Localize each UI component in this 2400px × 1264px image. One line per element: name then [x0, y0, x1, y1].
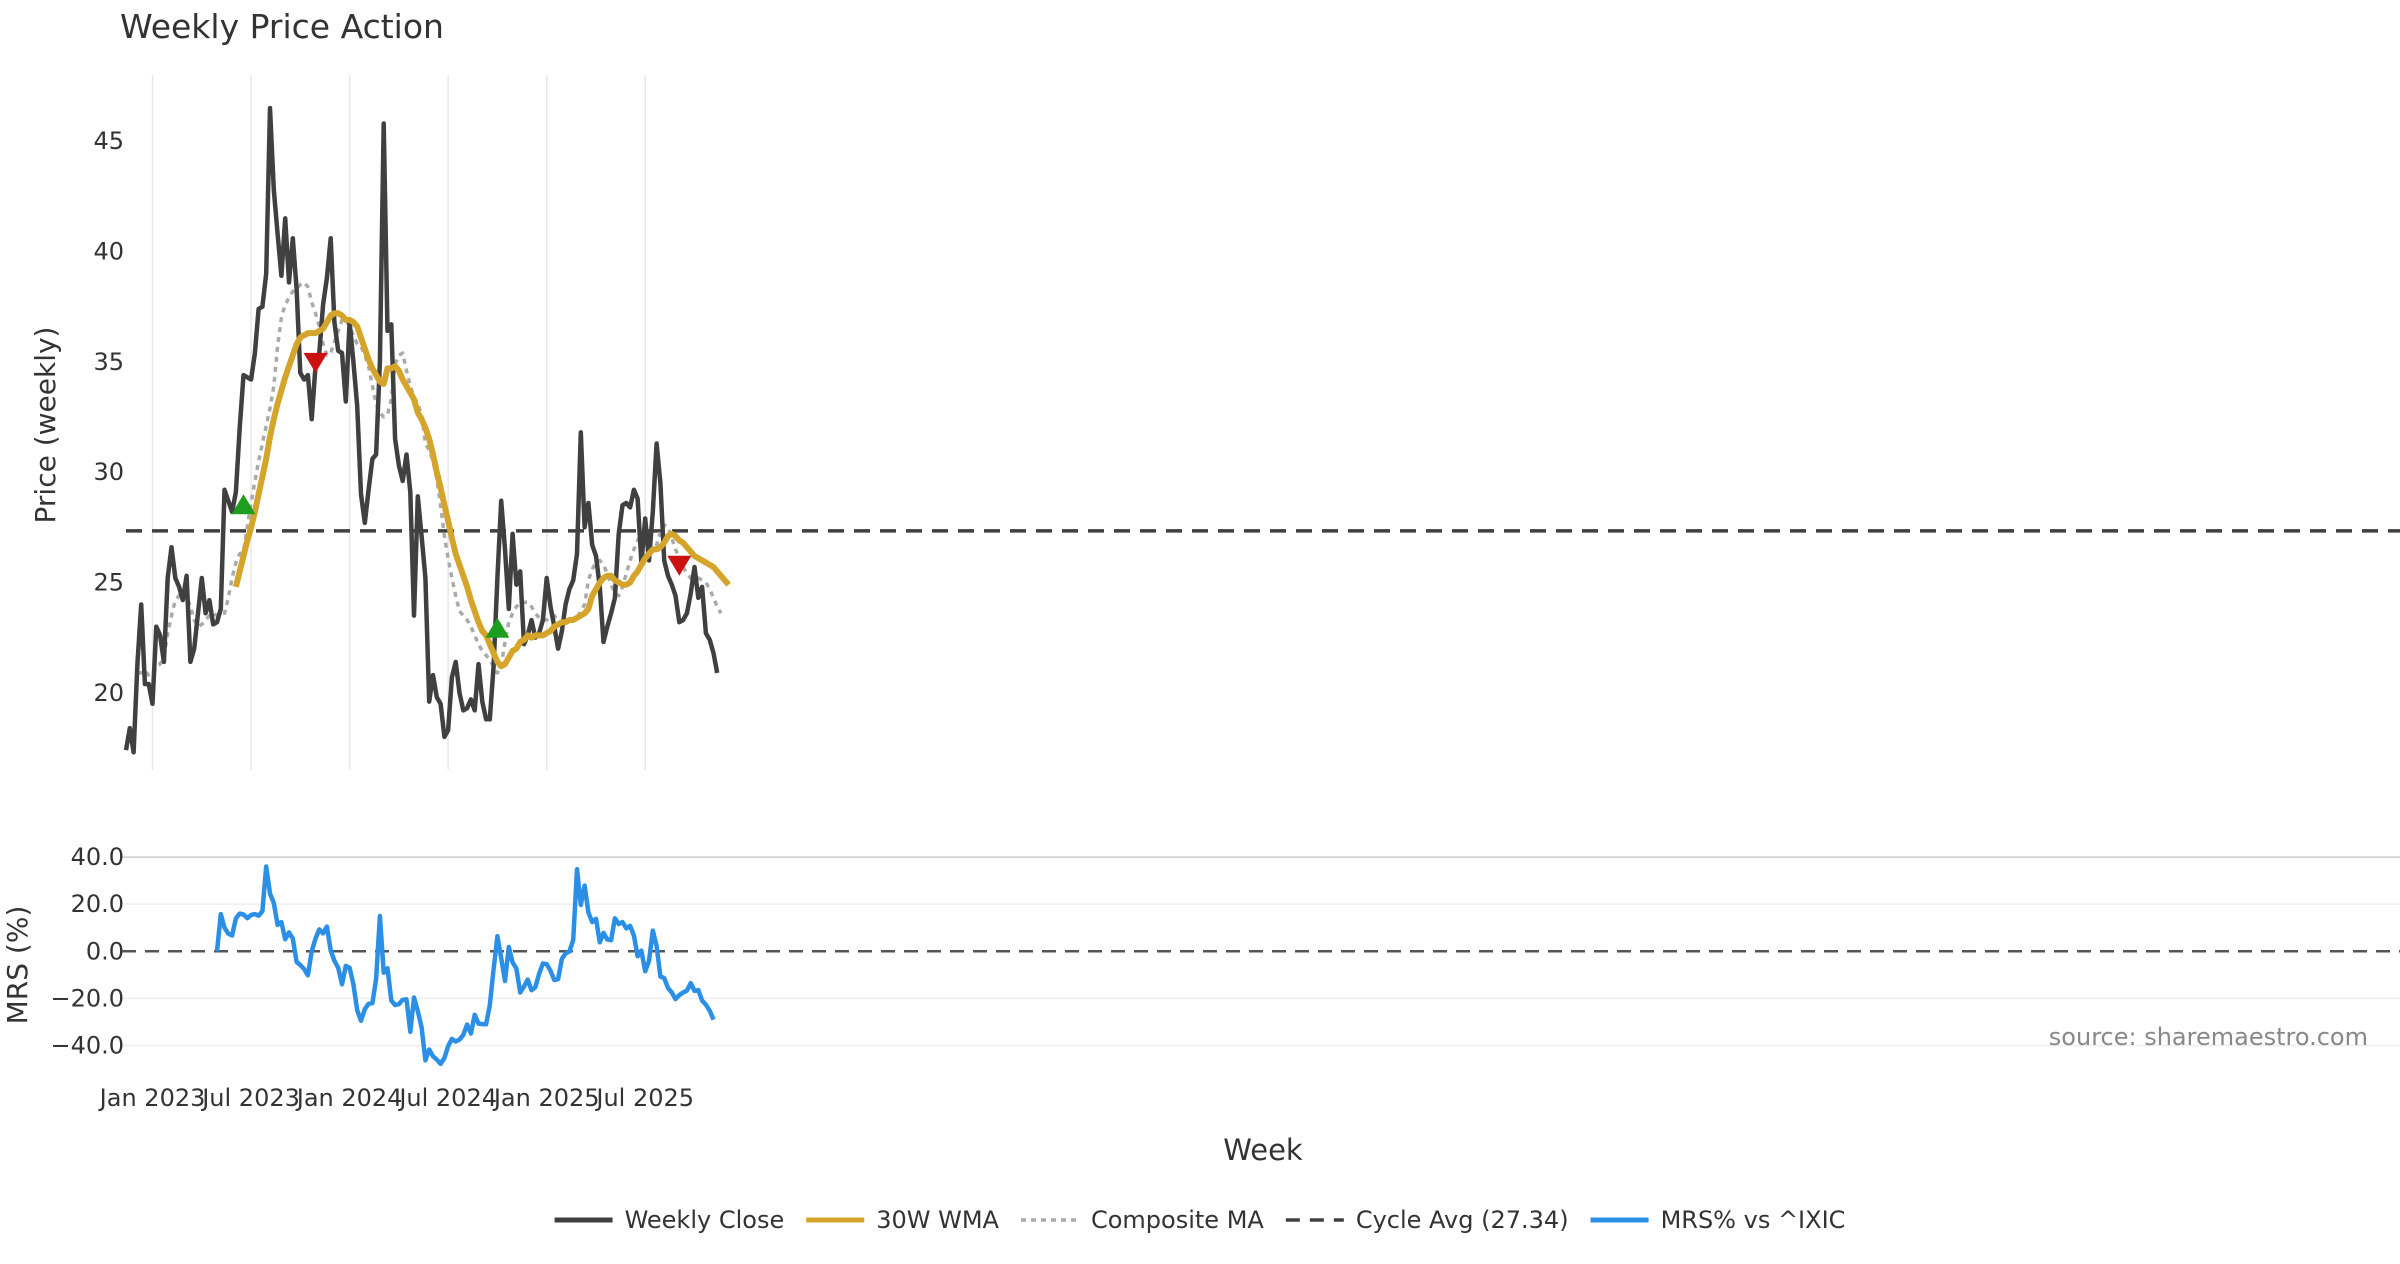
price-y-tick-label: 45 [93, 127, 124, 155]
mrs-grid [122, 856, 2400, 1047]
legend-item-label: Weekly Close [625, 1206, 785, 1234]
legend: Weekly Close 30W WMA Composite MA Cycle Avg… [554, 1206, 1846, 1234]
mrs-y-ticks: 40.0 20.0 0.0 −20.0 −40.0 [50, 843, 124, 1059]
mrs-y-tick-label: −20.0 [50, 984, 124, 1012]
legend-item-label: MRS% vs ^IXIC [1661, 1206, 1846, 1234]
price-grid [151, 75, 646, 770]
price-axis-label: Price (weekly) [29, 327, 62, 524]
price-y-tick-label: 35 [93, 348, 124, 376]
mrs-y-tick-label: 20.0 [71, 890, 124, 918]
mrs-y-tick-label: −40.0 [50, 1032, 124, 1060]
sell-signal-marker [303, 352, 328, 373]
signal-markers [231, 352, 692, 638]
x-tick-label: Jan 2024 [295, 1084, 403, 1112]
mrs-y-tick-label: 40.0 [71, 843, 124, 871]
price-y-tick-label: 30 [93, 458, 124, 486]
mrs-series [122, 864, 2400, 1067]
mrs-axis-label: MRS (%) [1, 906, 34, 1025]
x-tick-label: Jul 2025 [594, 1084, 694, 1112]
legend-item-label: Composite MA [1091, 1206, 1264, 1234]
price-y-ticks: 20 25 30 35 40 45 [93, 127, 124, 707]
x-tick-label: Jul 2023 [200, 1084, 300, 1112]
price-y-tick-label: 25 [93, 568, 124, 596]
buy-signal-marker [485, 617, 510, 638]
x-tick-label: Jul 2024 [397, 1084, 497, 1112]
legend-item-label: 30W WMA [876, 1206, 999, 1234]
price-y-tick-label: 40 [93, 238, 124, 266]
sell-signal-marker [667, 555, 692, 576]
weekly-close-line [123, 105, 720, 755]
price-series [123, 105, 2400, 755]
legend-item-label: Cycle Avg (27.34) [1356, 1206, 1569, 1234]
mrs-line [214, 864, 716, 1067]
buy-signal-marker [231, 494, 256, 515]
x-axis-label: Week [1223, 1133, 1303, 1167]
source-note: source: sharemaestro.com [2049, 1023, 2368, 1051]
price-y-tick-label: 20 [93, 679, 124, 707]
x-tick-label: Jan 2023 [98, 1084, 206, 1112]
chart-title: Weekly Price Action [120, 7, 444, 46]
wma-line [232, 310, 731, 670]
mrs-y-tick-label: 0.0 [86, 937, 124, 965]
x-tick-label: Jan 2025 [492, 1084, 600, 1112]
